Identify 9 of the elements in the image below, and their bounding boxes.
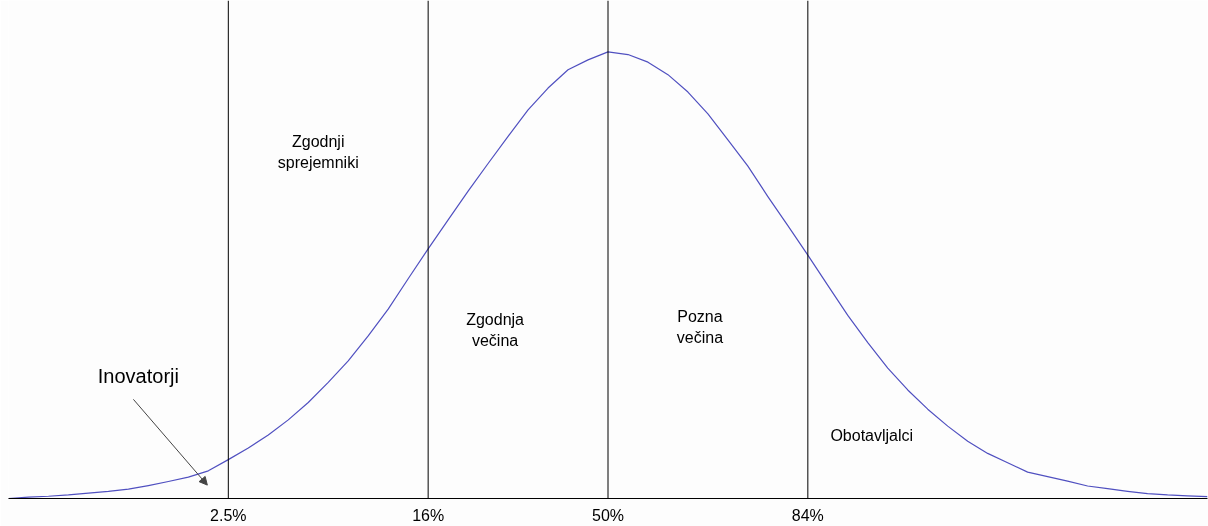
- x-tick-label: 2.5%: [210, 506, 247, 524]
- x-tick-label: 50%: [591, 506, 625, 524]
- x-tick-label: 16%: [412, 506, 445, 524]
- annotation: Obotavljalci: [830, 427, 914, 445]
- annotation: Zgodnja večina: [466, 311, 525, 349]
- annotation: Inovatorji: [97, 364, 179, 387]
- x-tick-label: 84%: [791, 506, 824, 524]
- annotation: Pozna večina: [676, 308, 724, 346]
- annotation: Zgodnji sprejemniki: [277, 133, 359, 171]
